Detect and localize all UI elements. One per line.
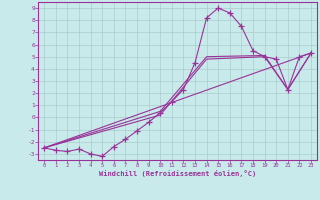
X-axis label: Windchill (Refroidissement éolien,°C): Windchill (Refroidissement éolien,°C) <box>99 170 256 177</box>
